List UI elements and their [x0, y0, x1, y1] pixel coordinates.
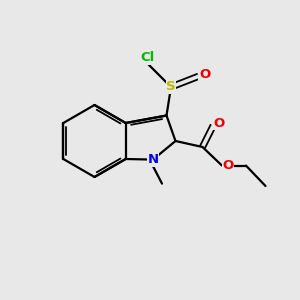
- Text: O: O: [199, 68, 210, 81]
- Text: Cl: Cl: [141, 51, 155, 64]
- Text: O: O: [213, 116, 225, 130]
- Text: S: S: [166, 80, 176, 94]
- Text: O: O: [222, 159, 234, 172]
- Text: N: N: [147, 153, 159, 166]
